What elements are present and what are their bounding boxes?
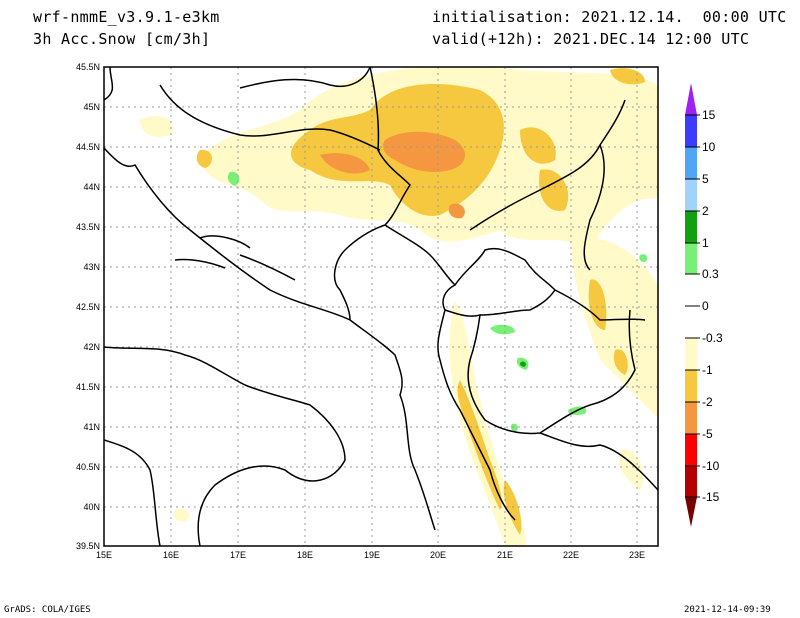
lat-label: 40.5N bbox=[76, 462, 100, 472]
grid-lines bbox=[104, 67, 658, 546]
colorbar-label: -2 bbox=[702, 395, 713, 409]
coastlines bbox=[104, 67, 436, 546]
snow-area bbox=[457, 380, 502, 510]
lat-label: 40N bbox=[83, 502, 100, 512]
borders bbox=[159, 67, 658, 521]
footer-credit: GrADS: COLA/IGES bbox=[4, 605, 91, 615]
lon-axis: 15E 16E 17E 18E 19E 20E 21E 22E 23E bbox=[96, 550, 645, 560]
colorbar-label: -10 bbox=[702, 459, 720, 473]
colorbar-label: 10 bbox=[702, 140, 716, 154]
lon-label: 17E bbox=[230, 550, 246, 560]
colorbar-label: -1 bbox=[702, 363, 713, 377]
snow-area bbox=[449, 300, 527, 546]
valid-time: valid(+12h): 2021.DEC.14 12:00 UTC bbox=[432, 30, 750, 48]
lat-label: 44.5N bbox=[76, 142, 100, 152]
lat-label: 44N bbox=[83, 182, 100, 192]
footer-timestamp: 2021-12-14-09:39 bbox=[684, 605, 771, 615]
snow-area bbox=[613, 349, 628, 375]
colorbar-label: -0.3 bbox=[702, 331, 723, 345]
lat-label: 43.5N bbox=[76, 222, 100, 232]
snow-area bbox=[588, 279, 607, 330]
colorbar-label: 0.3 bbox=[702, 267, 719, 281]
lon-label: 23E bbox=[629, 550, 645, 560]
init-time: initialisation: 2021.12.14. 00:00 UTC bbox=[432, 8, 787, 26]
lon-label: 16E bbox=[163, 550, 179, 560]
snow-area bbox=[320, 153, 370, 174]
lat-label: 42.5N bbox=[76, 302, 100, 312]
colorbar-label: -5 bbox=[702, 427, 713, 441]
colorbar-label: -15 bbox=[702, 490, 720, 504]
snow-area bbox=[618, 449, 644, 490]
snow-area bbox=[639, 254, 648, 262]
snow-area bbox=[510, 423, 518, 432]
lat-label: 43N bbox=[83, 262, 100, 272]
lon-label: 15E bbox=[96, 550, 112, 560]
lon-label: 20E bbox=[430, 550, 446, 560]
lat-label: 45.5N bbox=[76, 62, 100, 72]
lon-label: 21E bbox=[497, 550, 513, 560]
snow-area bbox=[570, 237, 658, 418]
snow-area bbox=[196, 149, 212, 168]
lat-label: 39.5N bbox=[76, 541, 100, 551]
snow-area bbox=[520, 127, 556, 164]
snow-area bbox=[490, 324, 515, 335]
snow-area bbox=[520, 361, 526, 367]
colorbar: 15 10 5 2 1 0.3 0 -0.3 -1 -2 -5 -10 -15 bbox=[685, 83, 723, 527]
colorbar-label: 2 bbox=[702, 204, 709, 218]
colorbar-label: 1 bbox=[702, 236, 709, 250]
lon-label: 22E bbox=[563, 550, 579, 560]
lat-label: 42N bbox=[83, 342, 100, 352]
lat-axis: 45.5N 45N 44.5N 44N 43.5N 43N 42.5N 42N … bbox=[76, 62, 100, 551]
colorbar-label: 15 bbox=[702, 108, 716, 122]
snow-area bbox=[610, 68, 645, 85]
colorbar-label: 0 bbox=[702, 299, 709, 313]
snow-area bbox=[383, 131, 466, 172]
colorbar-arrow-top bbox=[685, 83, 697, 115]
field-title: 3h Acc.Snow [cm/3h] bbox=[33, 30, 211, 48]
lon-label: 18E bbox=[297, 550, 313, 560]
snow-area bbox=[140, 115, 173, 137]
snow-area bbox=[173, 508, 190, 522]
map-frame bbox=[103, 66, 659, 547]
lat-label: 41.5N bbox=[76, 382, 100, 392]
lat-label: 41N bbox=[83, 422, 100, 432]
snow-area bbox=[227, 171, 240, 186]
lat-label: 45N bbox=[83, 102, 100, 112]
snow-area bbox=[448, 203, 465, 219]
lon-label: 19E bbox=[364, 550, 380, 560]
model-title: wrf-nmmE_v3.9.1-e3km bbox=[33, 8, 220, 26]
colorbar-label: 5 bbox=[702, 172, 709, 186]
colorbar-arrow-bottom bbox=[685, 497, 697, 527]
snow-field bbox=[104, 67, 658, 546]
